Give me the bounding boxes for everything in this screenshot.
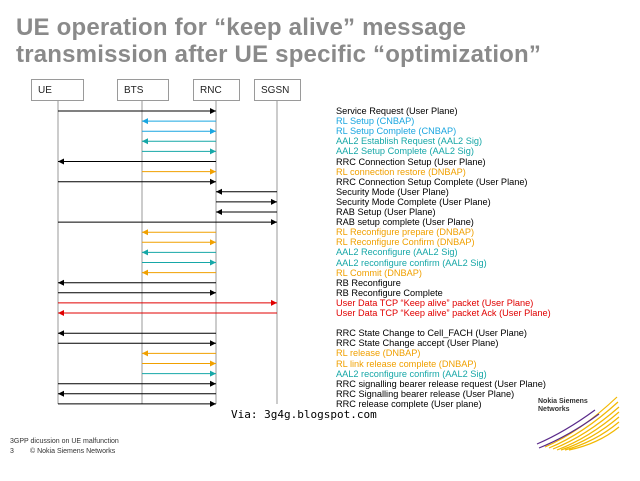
message-arrow xyxy=(58,219,277,226)
message-label: RRC State Change accept (User Plane) xyxy=(336,338,499,349)
message-label: User Data TCP “Keep alive” packet Ack (U… xyxy=(336,308,551,318)
message-arrow xyxy=(58,279,216,286)
message-arrow xyxy=(142,360,216,367)
message-arrow xyxy=(58,310,277,316)
title-line-1: UE operation for “keep alive” message xyxy=(16,14,467,41)
message-label: AAL2 Establish Request (AAL2 Sig) xyxy=(336,136,483,147)
footer-page-number: 3 xyxy=(10,448,14,455)
title-line-2: transmission after UE specific “optimiza… xyxy=(16,41,542,68)
message-label: RL Setup (CNBAP) xyxy=(336,116,415,127)
message-arrow xyxy=(58,299,277,306)
footer-copyright: © Nokia Siemens Networks xyxy=(30,448,116,455)
message-arrow xyxy=(58,340,216,347)
message-label: Security Mode (User Plane) xyxy=(336,186,449,197)
footer-title: 3GPP dicussion on UE malfunction xyxy=(10,438,119,445)
logo-wordmark: Nokia Siemens Networks xyxy=(538,398,588,414)
message-label: Service Request (User Plane) xyxy=(336,106,458,116)
message-label: AAL2 reconfigure confirm (AAL2 Sig) xyxy=(336,257,487,268)
entity-ue: UE xyxy=(31,79,84,101)
logo-line-1: Nokia Siemens xyxy=(538,398,588,405)
message-label: RAB Setup (User Plane) xyxy=(336,207,436,217)
message-label: AAL2 reconfigure confirm (AAL2 Sig) xyxy=(336,368,487,379)
message-label: RRC signalling bearer release request (U… xyxy=(336,378,546,389)
message-label: AAL2 Setup Complete (AAL2 Sig) xyxy=(336,146,474,157)
message-label: RL Reconfigure prepare (DNBAP) xyxy=(336,227,475,238)
message-label: RRC Connection Setup Complete (User Plan… xyxy=(336,176,528,187)
message-arrow xyxy=(216,198,277,205)
message-arrow xyxy=(142,350,216,357)
message-label: User Data TCP “Keep alive” packet (User … xyxy=(336,297,534,308)
message-arrow xyxy=(58,400,216,407)
message-arrow xyxy=(58,158,216,165)
entity-rnc: RNC xyxy=(193,79,240,101)
via-source-text: Via: 3g4g.blogspot.com xyxy=(231,408,377,421)
message-arrow xyxy=(58,108,216,114)
message-arrow xyxy=(142,138,216,145)
message-arrow xyxy=(142,259,216,266)
message-label: Security Mode Complete (User Plane) xyxy=(336,196,491,207)
message-arrow xyxy=(58,289,216,296)
message-arrow xyxy=(142,168,216,175)
message-arrow xyxy=(58,380,216,387)
message-arrow xyxy=(58,178,216,185)
message-label: RRC Signalling bearer release (User Plan… xyxy=(336,388,515,399)
message-arrow xyxy=(216,188,277,195)
message-label: RB Reconfigure xyxy=(336,277,401,288)
message-arrow xyxy=(142,370,216,377)
message-label: RL Commit (DNBAP) xyxy=(336,267,422,278)
message-label: RRC State Change to Cell_FACH (User Plan… xyxy=(336,328,527,339)
message-label: RRC release complete (User plane) xyxy=(336,398,482,409)
message-label: RAB setup complete (User Plane) xyxy=(336,217,474,228)
message-label: AAL2 Reconfigure (AAL2 Sig) xyxy=(336,247,458,258)
slide-title: UE operation for “keep alive” message tr… xyxy=(16,14,626,68)
logo-line-2: Networks xyxy=(538,406,570,413)
message-arrow xyxy=(142,229,216,236)
message-label: RL link release complete (DNBAP) xyxy=(336,358,477,369)
nokia-siemens-logo xyxy=(536,396,620,451)
message-arrow xyxy=(142,249,216,256)
message-label: RL connection restore (DNBAP) xyxy=(336,166,466,177)
message-label: RL release (DNBAP) xyxy=(336,348,421,359)
message-arrow xyxy=(142,148,216,155)
entity-sgsn: SGSN xyxy=(254,79,301,101)
message-label: RB Reconfigure Complete xyxy=(336,287,443,298)
entity-bts: BTS xyxy=(117,79,169,101)
message-arrow xyxy=(216,209,277,215)
message-arrow xyxy=(142,239,216,246)
message-label: RL Reconfigure Confirm (DNBAP) xyxy=(336,237,475,248)
message-arrow xyxy=(142,269,216,276)
message-arrow xyxy=(142,128,216,135)
message-arrow xyxy=(58,390,216,397)
message-label: RRC Connection Setup (User Plane) xyxy=(336,156,486,167)
message-label: RL Setup Complete (CNBAP) xyxy=(336,126,457,137)
message-arrow xyxy=(58,330,216,337)
message-arrow xyxy=(142,118,216,125)
